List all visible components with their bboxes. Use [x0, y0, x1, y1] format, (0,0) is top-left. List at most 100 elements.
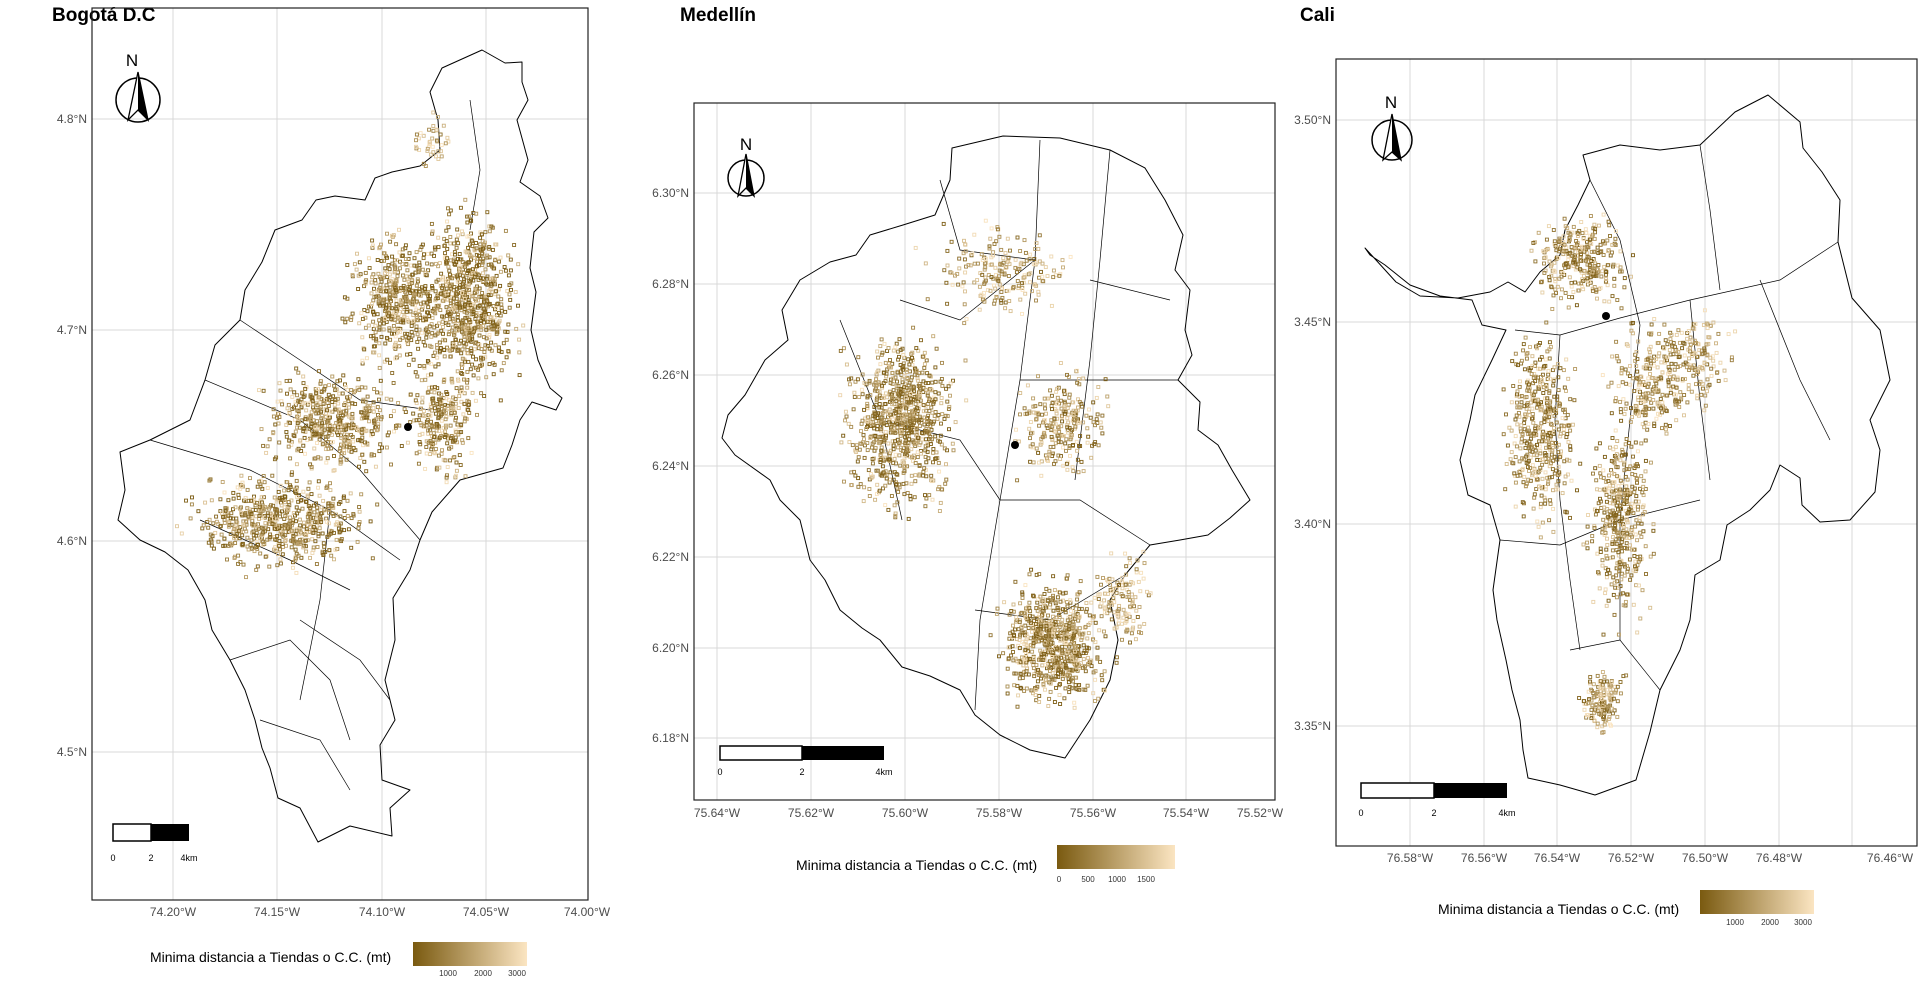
- distance-point: [434, 154, 438, 159]
- distance-point: [961, 280, 966, 285]
- distance-point: [902, 373, 907, 378]
- distance-point: [1017, 676, 1022, 681]
- distance-point: [1105, 591, 1110, 596]
- distance-point: [417, 364, 422, 368]
- distance-point: [1005, 684, 1010, 689]
- distance-point: [1059, 632, 1064, 637]
- x-tick: 74.05°W: [463, 905, 510, 919]
- distance-point: [370, 245, 375, 250]
- distance-point: [471, 328, 475, 333]
- distance-point: [1050, 400, 1055, 405]
- distance-point: [370, 238, 375, 243]
- distance-point: [280, 402, 285, 407]
- distance-point: [1058, 398, 1063, 403]
- distance-point: [433, 311, 438, 316]
- distance-point: [421, 339, 426, 344]
- distance-point: [999, 247, 1004, 252]
- distance-point: [481, 356, 486, 361]
- distance-point: [433, 333, 438, 338]
- distance-point: [277, 538, 282, 543]
- distance-point: [453, 252, 457, 257]
- distance-point: [1016, 627, 1021, 632]
- distance-point: [434, 127, 439, 132]
- distance-point: [415, 393, 420, 398]
- distance-point: [260, 539, 265, 544]
- distance-point: [1103, 605, 1107, 610]
- distance-point: [312, 503, 316, 508]
- distance-point: [412, 296, 417, 301]
- distance-point: [385, 255, 389, 260]
- distance-point: [1073, 424, 1078, 429]
- distance-point: [1578, 258, 1582, 263]
- distance-point: [1059, 424, 1064, 429]
- distance-point: [1064, 576, 1069, 581]
- distance-point: [461, 340, 466, 345]
- distance-point: [486, 325, 491, 330]
- distance-point: [401, 318, 406, 323]
- distance-point: [290, 565, 295, 570]
- distance-point: [393, 334, 398, 339]
- distance-point: [1066, 680, 1071, 685]
- distance-point: [308, 413, 313, 418]
- distance-point: [1032, 674, 1037, 679]
- distance-point: [903, 402, 907, 407]
- distance-point: [438, 308, 443, 313]
- distance-point: [1031, 396, 1036, 401]
- distance-point: [900, 377, 905, 382]
- distance-point: [441, 325, 445, 329]
- distance-point: [1071, 408, 1076, 413]
- distance-point: [924, 460, 929, 465]
- distance-point: [883, 391, 888, 396]
- distance-point: [1060, 258, 1065, 263]
- distance-point: [375, 502, 380, 507]
- distance-point: [245, 544, 250, 549]
- distance-point: [876, 355, 880, 360]
- distance-point: [1005, 691, 1010, 696]
- distance-point: [455, 302, 460, 306]
- distance-point: [1015, 279, 1020, 283]
- distance-point: [1086, 646, 1091, 651]
- distance-point: [1061, 591, 1066, 596]
- distance-point: [453, 415, 458, 420]
- distance-point: [1139, 631, 1144, 635]
- distance-point: [1589, 242, 1594, 246]
- city-boundary: [117, 49, 563, 843]
- distance-point: [927, 373, 932, 378]
- distance-point: [281, 523, 286, 528]
- distance-point: [296, 553, 301, 558]
- distance-point: [1134, 608, 1139, 613]
- distance-point: [286, 402, 291, 407]
- distance-point: [878, 460, 883, 465]
- distance-point: [1011, 650, 1015, 654]
- distance-point: [1100, 431, 1105, 436]
- distance-point: [301, 443, 306, 448]
- x-tick: 75.54°W: [1163, 806, 1210, 820]
- distance-point: [1039, 632, 1044, 637]
- distance-point: [391, 292, 396, 297]
- distance-point: [908, 392, 913, 396]
- distance-point: [1029, 567, 1034, 572]
- distance-point: [1040, 274, 1045, 279]
- distance-point: [401, 310, 406, 315]
- distance-point: [945, 414, 950, 419]
- distance-point: [501, 361, 506, 366]
- distance-point: [420, 330, 424, 335]
- distance-point: [398, 259, 403, 264]
- distance-point: [1020, 311, 1024, 316]
- distance-point: [1556, 255, 1561, 260]
- distance-point: [405, 318, 410, 323]
- distance-point: [467, 233, 472, 238]
- distance-point: [379, 334, 384, 339]
- distance-point: [346, 399, 351, 404]
- distance-point: [431, 124, 436, 128]
- distance-point: [1609, 250, 1614, 255]
- distance-point: [386, 263, 391, 268]
- distance-point: [362, 347, 367, 352]
- distance-point: [1141, 549, 1146, 554]
- distance-point: [299, 397, 304, 402]
- distance-point: [452, 332, 456, 337]
- distance-point: [305, 514, 310, 519]
- distance-point: [1022, 657, 1027, 662]
- distance-point: [285, 480, 290, 485]
- distance-point: [1057, 615, 1062, 619]
